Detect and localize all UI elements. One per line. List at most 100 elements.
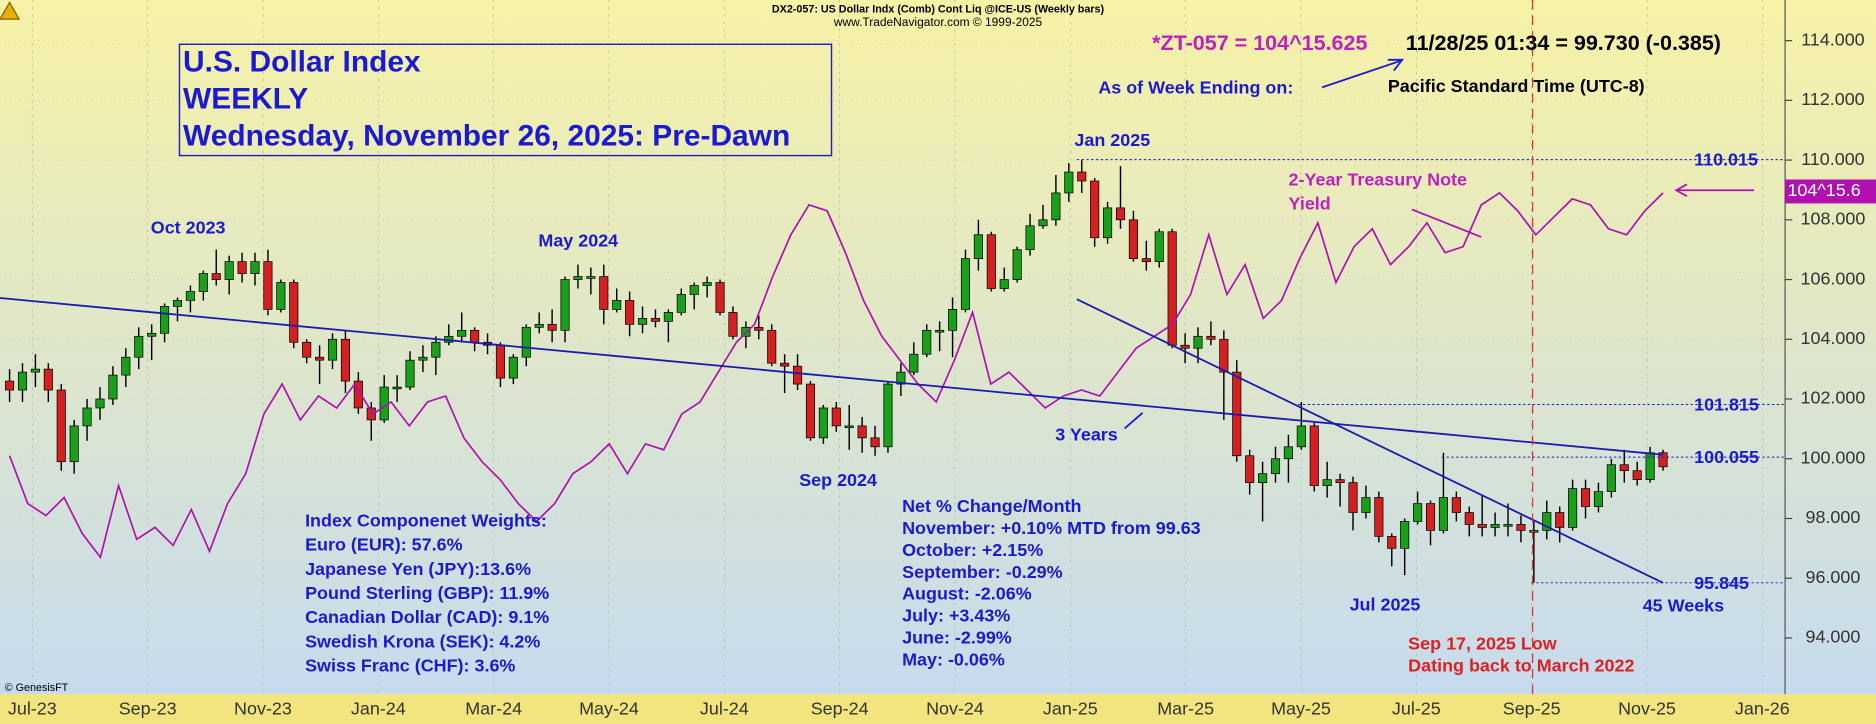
- candle-body: [1128, 219, 1138, 259]
- candle-body: [134, 335, 144, 358]
- level-label: 100.055: [1694, 447, 1759, 467]
- annotation: 3 Years: [1055, 424, 1118, 444]
- candle-body: [457, 329, 467, 337]
- candle-body: [586, 276, 596, 279]
- candle-body: [1115, 207, 1126, 221]
- candle-body: [172, 300, 183, 307]
- candle-body: [1180, 344, 1190, 349]
- subheader: www.TradeNavigator.com © 1999-2025: [833, 15, 1043, 29]
- annotation: Yield: [1289, 193, 1331, 213]
- x-tick-label: Nov-25: [1618, 698, 1676, 718]
- annotation: Dating back to March 2022: [1408, 655, 1634, 675]
- candle-body: [1258, 473, 1268, 483]
- annotation: Sep 17, 2025 Low: [1408, 634, 1557, 654]
- candle-body: [379, 386, 389, 421]
- candle-body: [1335, 479, 1345, 483]
- annotation: 2-Year Treasury Note: [1289, 169, 1467, 189]
- weights-line: Canadian Dollar (CAD): 9.1%: [305, 607, 549, 627]
- candle-body: [896, 371, 906, 385]
- weights-line: Euro (EUR): 57.6%: [305, 535, 463, 555]
- y-tick-label: 108.000: [1801, 209, 1866, 229]
- candle-body: [147, 332, 157, 337]
- candle-body: [1387, 536, 1397, 549]
- net-change-line: June: -2.99%: [902, 628, 1012, 648]
- candle-body: [1103, 207, 1113, 239]
- candle-body: [1490, 524, 1500, 528]
- x-tick-label: Jan-24: [351, 698, 406, 718]
- y-tick-label: 102.000: [1801, 388, 1866, 408]
- header: DX2-057: US Dollar Indx (Comb) Cont Liq …: [772, 3, 1105, 15]
- x-tick-label: May-25: [1271, 698, 1331, 718]
- candle-body: [237, 261, 247, 274]
- candle-body: [289, 282, 299, 343]
- yield-line: [8, 191, 1664, 560]
- candle-body: [495, 344, 505, 379]
- title-box: [178, 43, 833, 157]
- candle-body: [1167, 231, 1177, 346]
- candle-body: [1464, 512, 1474, 525]
- candle-body: [1593, 491, 1603, 507]
- x-tick-label: Jul-23: [8, 698, 57, 718]
- candle-body: [1283, 446, 1293, 460]
- candle-body: [1322, 479, 1332, 486]
- candle-body: [1064, 171, 1074, 194]
- candle-body: [315, 356, 325, 361]
- candle-body: [612, 300, 622, 310]
- x-tick-label: Nov-24: [926, 698, 984, 718]
- candle-body: [1077, 171, 1087, 182]
- candle-body: [1580, 488, 1591, 507]
- candle-body: [960, 258, 971, 310]
- net-change-line: August: -2.06%: [902, 584, 1032, 604]
- arrow-head: [1674, 183, 1688, 198]
- candle-body: [392, 386, 402, 390]
- candle-body: [250, 261, 260, 274]
- candle-body: [302, 341, 312, 358]
- candle-body: [1516, 524, 1526, 531]
- candle-body: [1477, 524, 1487, 528]
- title: WEEKLY: [183, 82, 308, 115]
- candle-body: [121, 356, 131, 376]
- candle-body: [470, 329, 480, 343]
- candle-body: [702, 282, 712, 286]
- candle-body: [948, 309, 958, 331]
- quote-symbol: *ZT-057 = 104^15.625: [1152, 31, 1367, 55]
- candle-body: [82, 407, 92, 427]
- arrow: [1124, 412, 1144, 430]
- candle-body: [1296, 425, 1306, 448]
- candle-body: [340, 338, 350, 382]
- candle-body: [1012, 249, 1022, 280]
- candle-body: [1348, 482, 1358, 513]
- candle-body: [676, 294, 686, 313]
- candle-body: [573, 276, 583, 280]
- candle-body: [1025, 225, 1035, 251]
- candle-body: [793, 365, 803, 385]
- net-change-line: September: -0.29%: [902, 562, 1063, 582]
- annotation: Oct 2023: [151, 217, 226, 237]
- candle-body: [366, 407, 376, 421]
- candle-body: [30, 368, 40, 373]
- candle-body: [353, 380, 363, 409]
- candle-body: [276, 282, 286, 310]
- candle-body: [689, 285, 699, 295]
- candle-body: [1219, 338, 1229, 373]
- candle-body: [1374, 497, 1384, 537]
- y-tick-label: 96.000: [1805, 567, 1860, 587]
- candle-body: [1606, 464, 1616, 492]
- x-axis-band: [0, 694, 1876, 724]
- y-tick-label: 112.000: [1801, 89, 1865, 109]
- arrow: [1411, 208, 1482, 238]
- candle-body: [715, 282, 725, 313]
- candle-body: [1193, 335, 1203, 349]
- candle-body: [870, 437, 880, 448]
- candle-body: [767, 329, 777, 364]
- candle-body: [1090, 180, 1100, 239]
- candle-body: [224, 261, 234, 280]
- y-tick-label: 110.000: [1801, 149, 1865, 169]
- annotation: Jul 2025: [1350, 594, 1421, 614]
- overlay-label: 104^15.6: [1787, 180, 1860, 200]
- candle-body: [405, 359, 415, 388]
- candle-body: [1438, 497, 1448, 531]
- net-change-line: July: +3.43%: [902, 606, 1010, 626]
- x-tick-label: Sep-23: [119, 698, 177, 718]
- candle-body: [198, 273, 208, 292]
